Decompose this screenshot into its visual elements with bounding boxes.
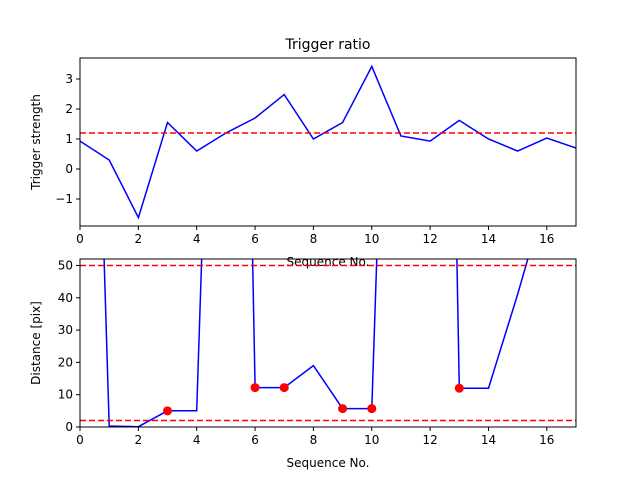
x-tick-label: 12 bbox=[422, 433, 437, 447]
distance-chart: 0 2 4 6 8 10 12 14 16 0 10 20 30 40 50 Sequence No. Di… bbox=[29, 258, 577, 470]
axes-frame bbox=[79, 57, 577, 227]
x-tick-label: 14 bbox=[481, 232, 496, 246]
y-tick-label: −1 bbox=[55, 192, 73, 206]
x-tick-label: 8 bbox=[310, 232, 318, 246]
y-tick-label: 40 bbox=[58, 291, 73, 305]
x-tick-label: 14 bbox=[481, 433, 496, 447]
y-tick-label: 0 bbox=[65, 162, 73, 176]
series-line bbox=[80, 64, 576, 220]
x-tick-label: 12 bbox=[422, 232, 437, 246]
x-tick-label: 10 bbox=[364, 232, 379, 246]
x-axis-label: Sequence No. bbox=[287, 255, 370, 269]
data-point-marker bbox=[279, 383, 289, 393]
y-axis-label: Trigger strength bbox=[29, 94, 43, 191]
y-tick-label: 3 bbox=[65, 72, 73, 86]
plot-area: 0 2 4 6 8 10 12 14 16 0 10 20 30 40 50 bbox=[58, 258, 577, 447]
x-tick-label: 0 bbox=[76, 433, 84, 447]
x-tick-label: 6 bbox=[251, 232, 259, 246]
plot-content bbox=[80, 64, 576, 220]
y-tick-label: 50 bbox=[58, 258, 73, 272]
x-tick-label: 8 bbox=[310, 433, 318, 447]
x-tick-label: 16 bbox=[539, 433, 554, 447]
x-tick-label: 6 bbox=[251, 433, 259, 447]
y-tick-label: 2 bbox=[65, 102, 73, 116]
y-tick-label: 30 bbox=[58, 323, 73, 337]
y-axis-label: Distance [pix] bbox=[29, 301, 43, 385]
x-tick-label: 16 bbox=[539, 232, 554, 246]
y-tick-label: 10 bbox=[58, 388, 73, 402]
data-point-marker bbox=[454, 383, 464, 393]
x-axis-label: Sequence No. bbox=[287, 456, 370, 470]
y-tick-label: 0 bbox=[65, 420, 73, 434]
x-tick-label: 4 bbox=[193, 232, 201, 246]
x-tick-label: 10 bbox=[364, 433, 379, 447]
axes-frame bbox=[79, 258, 577, 428]
chart-title: Trigger ratio bbox=[284, 37, 370, 53]
x-tick-label: 2 bbox=[135, 433, 143, 447]
x-tick-label: 0 bbox=[76, 232, 84, 246]
data-point-marker bbox=[338, 404, 348, 414]
x-tick-label: 2 bbox=[135, 232, 143, 246]
y-tick-label: 20 bbox=[58, 355, 73, 369]
data-point-marker bbox=[250, 383, 260, 393]
x-tick-label: 4 bbox=[193, 433, 201, 447]
data-point-marker bbox=[163, 406, 173, 416]
y-tick-label: 1 bbox=[65, 132, 73, 146]
data-point-marker bbox=[367, 404, 377, 414]
